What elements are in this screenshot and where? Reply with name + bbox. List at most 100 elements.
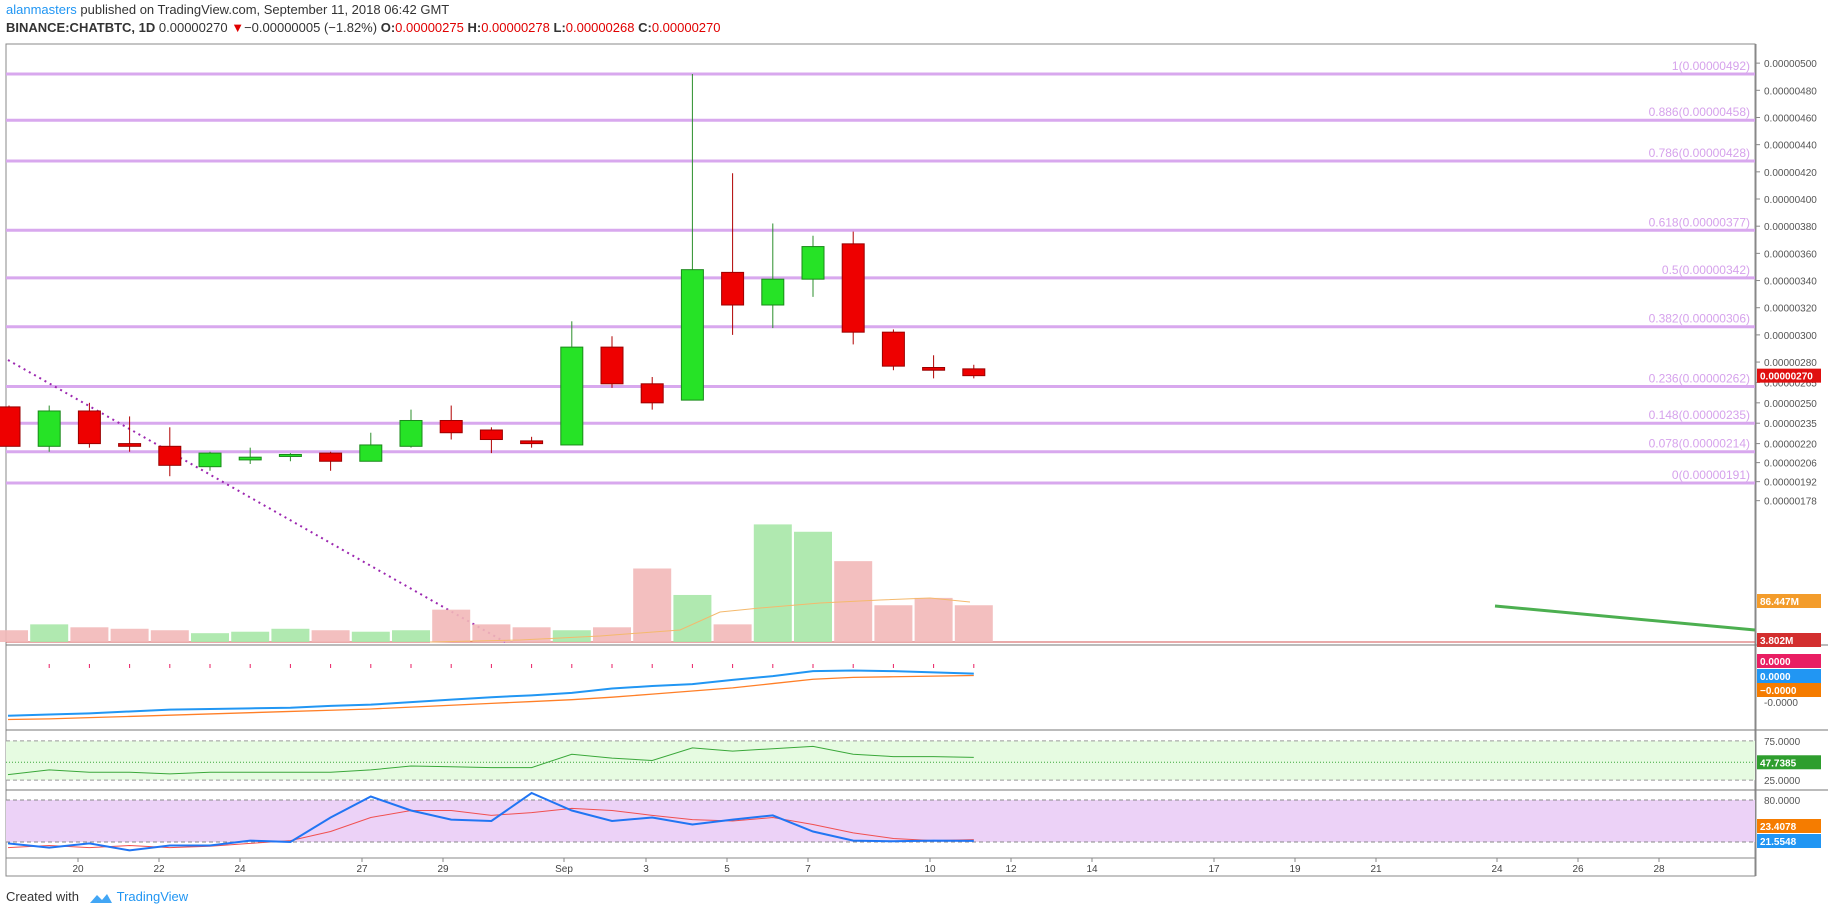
time-tick-label: 26: [1572, 864, 1584, 875]
price-tick-label: 0.00000250: [1764, 399, 1817, 410]
price-tick-label: 0.00000480: [1764, 86, 1817, 97]
candle-body: [640, 383, 664, 404]
candle-body: [801, 246, 825, 280]
candle: [118, 416, 142, 452]
time-tick-label: 5: [724, 864, 730, 875]
fib-level-label: 0.382(0.00000306): [1649, 312, 1750, 326]
candle: [37, 405, 61, 452]
last-price: 0.00000270: [158, 20, 228, 35]
low-value: 0.00000268: [565, 20, 635, 35]
volume-bar: [432, 609, 471, 642]
volume-bar: [0, 630, 28, 642]
volume-bar: [191, 633, 229, 642]
stoch-k-tag-bg: [1757, 834, 1821, 848]
candle-body: [721, 271, 745, 306]
price-tick-label: 0.00000206: [1764, 459, 1817, 470]
fib-level-label: 0.886(0.00000458): [1649, 105, 1750, 119]
tradingview-logo-icon: [89, 893, 112, 903]
published-text: published on TradingView.com, September …: [76, 2, 450, 17]
author-link[interactable]: alanmasters: [6, 2, 77, 17]
volume-tag-text: 3.802M: [1760, 636, 1793, 647]
candle: [278, 453, 302, 462]
volume-bar: [351, 631, 390, 642]
volume-bar: [633, 568, 672, 642]
price-tick-label: 0.00000400: [1764, 195, 1817, 206]
fib-level-label: 0.236(0.00000262): [1649, 372, 1750, 386]
price-tick-label: 0.00000440: [1764, 141, 1817, 152]
candle: [721, 173, 745, 335]
candle: [439, 405, 463, 440]
volume-bar: [70, 627, 109, 642]
macd-signal-tag: −0.0000: [1757, 683, 1821, 697]
open-label: O:: [380, 20, 396, 35]
volume-bar: [552, 630, 591, 642]
volume-bar: [231, 631, 270, 642]
macd-line-tag-text: 0.0000: [1760, 672, 1791, 683]
candle-body: [761, 278, 785, 306]
time-tick-label: 20: [72, 864, 84, 875]
volume-bar: [914, 597, 953, 642]
high-label: H:: [467, 20, 482, 35]
volume-ma-tag: 86.447M: [1757, 594, 1821, 608]
time-tick-label: 24: [1491, 864, 1503, 875]
low-label: L:: [553, 20, 566, 35]
created-with-text: Created with: [6, 889, 79, 904]
stoch-d-tag-bg: [1757, 819, 1821, 833]
rsi-upper-label: 75.0000: [1764, 737, 1801, 748]
candle-body: [479, 429, 503, 441]
green-trend-line: [1494, 604, 1756, 632]
stoch-k-line: [7, 791, 974, 852]
candle: [761, 223, 785, 329]
macd-hist-tag-text: 0.0000: [1760, 657, 1791, 668]
candle-body: [359, 444, 383, 462]
candle: [922, 355, 946, 379]
stoch-k-tag: 21.5548: [1757, 834, 1821, 848]
volume-bar: [713, 624, 752, 642]
time-tick-label: 29: [437, 864, 449, 875]
macd-signal-tag-text: −0.0000: [1760, 686, 1797, 697]
fib-level-label: 1(0.00000492): [1672, 59, 1750, 73]
candle-body: [319, 452, 343, 462]
price-tick-label: 0.00000220: [1764, 440, 1817, 451]
time-tick-label: 24: [234, 864, 246, 875]
rsi-value-tag: 47.7385: [1757, 755, 1821, 770]
time-tick-label: 14: [1086, 864, 1098, 875]
candle: [359, 432, 383, 462]
candle-body: [118, 443, 142, 447]
price-tick-label: 0.00000460: [1764, 113, 1817, 124]
tradingview-link[interactable]: TradingView: [116, 889, 189, 904]
fib-level-label: 0(0.00000191): [1672, 468, 1750, 482]
candle: [962, 364, 986, 379]
volume-bar: [30, 624, 69, 642]
price-tick-label: 0.00000360: [1764, 249, 1817, 260]
last-price-tag-bg: [1757, 368, 1821, 383]
footer: Created with TradingView: [6, 889, 188, 905]
candle-body: [841, 243, 865, 333]
volume-tag-bg: [1757, 633, 1821, 647]
candle-body: [198, 452, 222, 468]
macd-hist-tag: 0.0000: [1757, 654, 1821, 668]
candle-body: [77, 410, 101, 445]
price-tick-label: 0.00000380: [1764, 222, 1817, 233]
chart-frame: [5, 43, 1756, 877]
price-tick-label: 0.00000340: [1764, 277, 1817, 288]
volume-bar: [512, 627, 551, 642]
price-tick-label: 0.00000235: [1764, 419, 1817, 430]
candle-body: [399, 419, 423, 447]
time-tick-label: 12: [1005, 864, 1017, 875]
stoch-d-tag: 23.4078: [1757, 819, 1821, 833]
price-tick-label: 0.00000500: [1764, 59, 1817, 70]
macd-line-tag-bg: [1757, 669, 1821, 683]
time-tick-label: 21: [1370, 864, 1382, 875]
high-value: 0.00000278: [481, 20, 550, 35]
volume-bar: [392, 630, 430, 642]
candle-body: [37, 410, 61, 447]
price-tick-label: 0.00000320: [1764, 304, 1817, 315]
price-tick-label: 0.00000300: [1764, 331, 1817, 342]
price-tick-label: 0.00000280: [1764, 358, 1817, 369]
candle: [238, 447, 262, 464]
volume-bar: [794, 531, 832, 642]
stoch-k-tag-text: 21.5548: [1760, 837, 1797, 848]
stoch-d-tag-text: 23.4078: [1760, 822, 1797, 833]
